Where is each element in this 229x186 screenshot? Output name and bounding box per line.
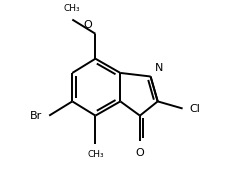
Text: Br: Br: [30, 111, 42, 121]
Text: CH₃: CH₃: [87, 150, 103, 159]
Text: N: N: [154, 62, 162, 73]
Text: CH₃: CH₃: [64, 4, 80, 13]
Text: O: O: [135, 148, 144, 158]
Text: O: O: [83, 20, 91, 30]
Text: Cl: Cl: [189, 103, 200, 113]
